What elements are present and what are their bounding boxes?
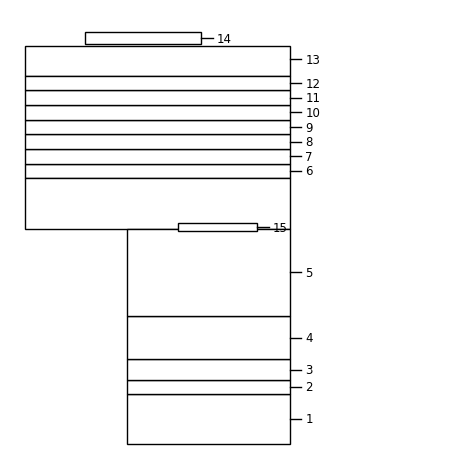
Text: 12: 12 bbox=[305, 78, 320, 90]
Bar bbox=[127, 230, 290, 316]
Bar bbox=[178, 224, 257, 232]
Bar bbox=[127, 359, 290, 380]
Text: 5: 5 bbox=[305, 266, 313, 280]
Text: 8: 8 bbox=[305, 136, 313, 149]
Text: 15: 15 bbox=[273, 221, 287, 234]
Text: 6: 6 bbox=[305, 165, 313, 178]
Bar bbox=[25, 77, 290, 91]
Bar bbox=[127, 316, 290, 359]
Bar bbox=[25, 106, 290, 120]
Bar bbox=[25, 120, 290, 135]
Text: 7: 7 bbox=[305, 151, 313, 163]
Text: 11: 11 bbox=[305, 92, 320, 105]
Bar bbox=[127, 394, 290, 444]
Text: 3: 3 bbox=[305, 364, 313, 376]
Bar bbox=[25, 164, 290, 179]
Text: 9: 9 bbox=[305, 121, 313, 134]
Bar bbox=[25, 91, 290, 106]
Text: 13: 13 bbox=[305, 54, 320, 67]
Bar bbox=[25, 135, 290, 150]
Bar bbox=[85, 34, 201, 45]
Bar bbox=[25, 179, 290, 230]
Text: 14: 14 bbox=[217, 33, 232, 45]
Bar bbox=[127, 380, 290, 394]
Bar bbox=[25, 150, 290, 164]
Bar bbox=[25, 47, 290, 77]
Text: 2: 2 bbox=[305, 381, 313, 393]
Text: 10: 10 bbox=[305, 106, 320, 120]
Text: 4: 4 bbox=[305, 331, 313, 344]
Text: 1: 1 bbox=[305, 412, 313, 425]
